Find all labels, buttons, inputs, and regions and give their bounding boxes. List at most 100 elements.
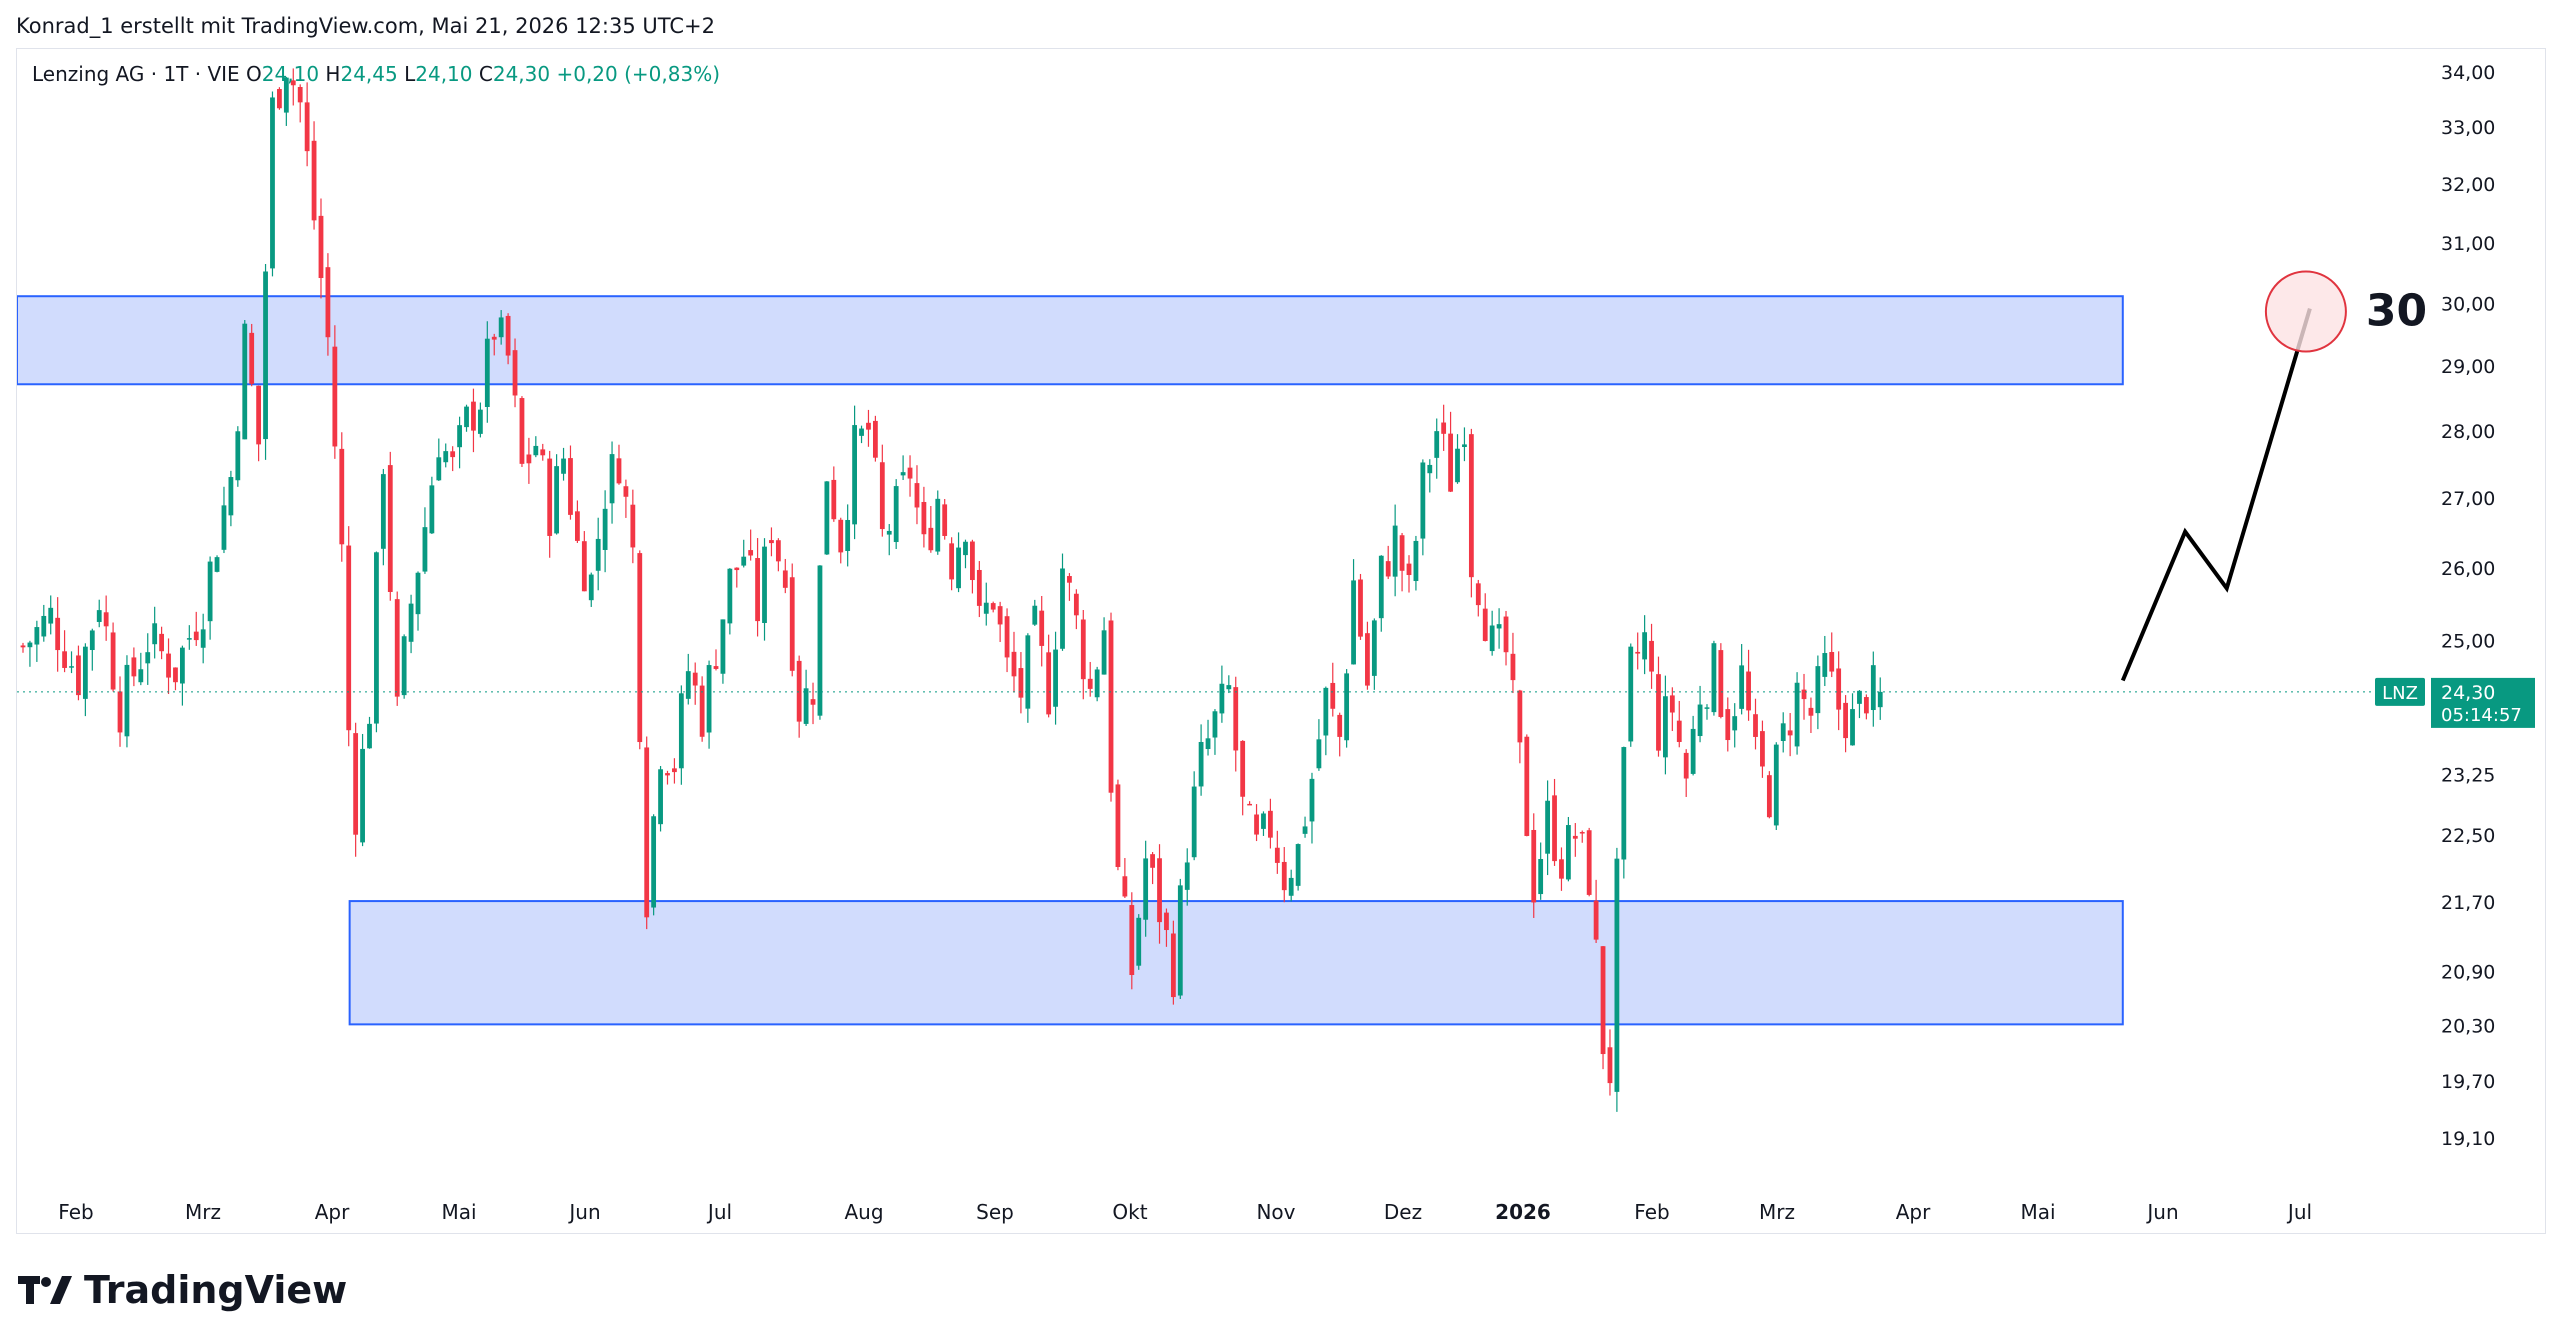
candle-body[interactable]: [644, 747, 650, 918]
candle-body[interactable]: [976, 569, 982, 606]
candle-body[interactable]: [845, 519, 851, 551]
candle-body[interactable]: [990, 603, 996, 610]
target-circle[interactable]: [2264, 270, 2347, 353]
candle-body[interactable]: [748, 550, 754, 556]
candle-body[interactable]: [464, 406, 469, 428]
candle-body[interactable]: [1753, 714, 1758, 737]
candle-body[interactable]: [796, 660, 802, 722]
candle-body[interactable]: [1711, 643, 1717, 713]
candle-body[interactable]: [886, 530, 892, 535]
candle-body[interactable]: [1392, 525, 1398, 577]
candle-body[interactable]: [1136, 917, 1142, 966]
candle-body[interactable]: [1607, 1047, 1613, 1084]
candle-body[interactable]: [256, 385, 262, 445]
candle-body[interactable]: [1164, 912, 1169, 931]
candle-body[interactable]: [1094, 669, 1100, 698]
candle-body[interactable]: [367, 723, 372, 749]
candle-body[interactable]: [526, 454, 532, 464]
candle-body[interactable]: [831, 479, 837, 520]
candle-body[interactable]: [685, 671, 691, 699]
candle-body[interactable]: [304, 102, 310, 152]
candle-body[interactable]: [1413, 540, 1419, 582]
candle-body[interactable]: [408, 603, 414, 642]
candle-body[interactable]: [1087, 678, 1093, 689]
candle-body[interactable]: [1198, 741, 1204, 787]
candle-body[interactable]: [1274, 847, 1280, 863]
candle-body[interactable]: [692, 672, 698, 686]
candle-body[interactable]: [103, 612, 109, 627]
candle-body[interactable]: [1309, 778, 1315, 822]
candle-body[interactable]: [1004, 616, 1010, 658]
candle-body[interactable]: [221, 505, 227, 550]
candle-body[interactable]: [651, 816, 657, 908]
candle-body[interactable]: [672, 768, 677, 773]
candle-body[interactable]: [166, 653, 171, 678]
candle-body[interactable]: [1877, 691, 1883, 708]
candle-body[interactable]: [963, 541, 968, 556]
candle-body[interactable]: [159, 633, 164, 652]
candle-body[interactable]: [1676, 720, 1682, 742]
candle-body[interactable]: [914, 483, 920, 508]
candle-body[interactable]: [1247, 803, 1253, 806]
candle-body[interactable]: [1011, 651, 1017, 677]
candle-body[interactable]: [1850, 709, 1855, 746]
candle-body[interactable]: [1365, 633, 1370, 686]
candle-body[interactable]: [1815, 666, 1821, 714]
candle-body[interactable]: [921, 501, 927, 535]
candle-body[interactable]: [1080, 619, 1086, 680]
candle-body[interactable]: [1531, 829, 1537, 903]
candle-body[interactable]: [928, 527, 934, 551]
candle-body[interactable]: [775, 540, 781, 562]
candle-body[interactable]: [505, 315, 511, 356]
candle-body[interactable]: [1184, 862, 1190, 890]
candle-body[interactable]: [124, 664, 130, 737]
candle-body[interactable]: [872, 420, 878, 458]
candle-body[interactable]: [1226, 685, 1232, 690]
candle-body[interactable]: [1718, 650, 1724, 717]
candle-body[interactable]: [62, 651, 67, 668]
candle-body[interactable]: [1240, 740, 1246, 797]
candle-body[interactable]: [89, 630, 95, 651]
candle-body[interactable]: [477, 409, 483, 434]
candle-body[interactable]: [1316, 739, 1322, 769]
candle-body[interactable]: [82, 646, 88, 699]
candle-body[interactable]: [1212, 711, 1218, 738]
candle-body[interactable]: [970, 541, 975, 581]
candle-body[interactable]: [1053, 649, 1058, 707]
candle-body[interactable]: [1690, 728, 1696, 774]
candle-body[interactable]: [1496, 624, 1502, 629]
candle-body[interactable]: [1122, 876, 1128, 897]
candle-body[interactable]: [1018, 668, 1024, 698]
candle-body[interactable]: [1843, 702, 1848, 739]
candle-body[interactable]: [1565, 825, 1571, 880]
candle-body[interactable]: [1205, 738, 1211, 750]
candle-body[interactable]: [1434, 431, 1440, 458]
candle-body[interactable]: [283, 77, 289, 113]
candle-body[interactable]: [1510, 653, 1516, 681]
candle-body[interactable]: [942, 504, 948, 536]
candle-body[interactable]: [387, 465, 393, 592]
candle-body[interactable]: [1822, 653, 1828, 677]
candle-body[interactable]: [810, 699, 816, 705]
candle-body[interactable]: [581, 541, 587, 592]
candle-body[interactable]: [110, 632, 116, 690]
candle-body[interactable]: [1448, 433, 1453, 492]
candle-body[interactable]: [214, 557, 220, 572]
candle-body[interactable]: [665, 773, 670, 776]
candle-body[interactable]: [1579, 832, 1585, 834]
candle-body[interactable]: [609, 454, 615, 504]
candle-body[interactable]: [1254, 814, 1259, 835]
candle-body[interactable]: [859, 428, 864, 436]
candle-body[interactable]: [616, 458, 622, 484]
candle-body[interactable]: [1808, 707, 1814, 716]
candle-body[interactable]: [1787, 730, 1793, 736]
candle-body[interactable]: [290, 80, 296, 86]
candle-body[interactable]: [852, 425, 857, 525]
candle-body[interactable]: [935, 498, 941, 552]
candle-body[interactable]: [1039, 610, 1045, 646]
candle-body[interactable]: [76, 655, 81, 696]
candle-body[interactable]: [949, 543, 955, 580]
candle-body[interactable]: [997, 606, 1003, 625]
candle-body[interactable]: [318, 215, 324, 279]
candle-body[interactable]: [838, 519, 844, 553]
